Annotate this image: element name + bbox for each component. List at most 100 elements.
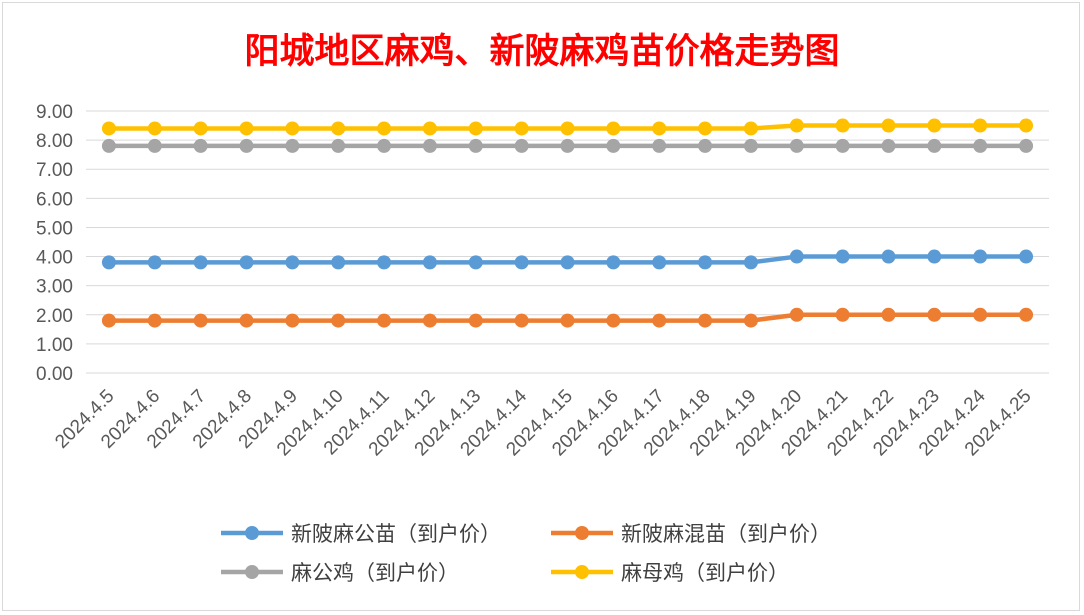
data-point: [698, 138, 713, 153]
y-tick-label: 5.00: [36, 218, 73, 239]
data-point: [514, 255, 529, 270]
data-point: [422, 121, 437, 136]
data-point: [101, 313, 116, 328]
x-axis-ticks: 2024.4.52024.4.62024.4.72024.4.82024.4.9…: [51, 385, 1035, 460]
data-point: [835, 307, 850, 322]
data-point: [1019, 118, 1034, 133]
data-point: [881, 307, 896, 322]
data-point: [1019, 249, 1034, 264]
data-point: [468, 255, 483, 270]
data-point: [743, 138, 758, 153]
data-point: [147, 313, 162, 328]
data-point: [514, 138, 529, 153]
data-point: [606, 138, 621, 153]
legend-marker: [575, 565, 589, 579]
data-point: [652, 255, 667, 270]
legend-label: 新陂麻公苗（到户价）: [291, 522, 501, 546]
data-point: [377, 138, 392, 153]
data-point: [560, 138, 575, 153]
series-3: [101, 118, 1034, 136]
data-point: [193, 121, 208, 136]
data-point: [193, 255, 208, 270]
data-point: [422, 255, 437, 270]
legend: 新陂麻公苗（到户价） 新陂麻混苗（到户价） 麻公鸡（到户价） 麻母鸡（到户价）: [221, 522, 831, 585]
data-point: [927, 249, 942, 264]
data-point: [973, 307, 988, 322]
data-point: [285, 138, 300, 153]
data-point: [698, 121, 713, 136]
data-point: [101, 255, 116, 270]
data-point: [973, 249, 988, 264]
data-point: [193, 138, 208, 153]
y-tick-label: 4.00: [36, 248, 73, 269]
data-point: [1019, 138, 1034, 153]
data-point: [973, 138, 988, 153]
data-point: [514, 313, 529, 328]
data-point: [239, 255, 254, 270]
data-point: [789, 138, 804, 153]
legend-marker: [245, 526, 259, 540]
data-point: [285, 255, 300, 270]
data-point: [147, 255, 162, 270]
data-point: [606, 121, 621, 136]
data-point: [239, 138, 254, 153]
y-tick-label: 2.00: [36, 306, 73, 327]
data-point: [514, 121, 529, 136]
legend-item[interactable]: 麻母鸡（到户价）: [551, 561, 789, 585]
y-tick-label: 9.00: [36, 102, 73, 123]
data-point: [652, 138, 667, 153]
data-point: [560, 255, 575, 270]
data-point: [927, 307, 942, 322]
data-point: [193, 313, 208, 328]
data-point: [1019, 307, 1034, 322]
data-point: [927, 118, 942, 133]
data-point: [285, 121, 300, 136]
data-point: [743, 313, 758, 328]
data-point: [468, 138, 483, 153]
y-tick-label: 7.00: [36, 160, 73, 181]
series-1: [101, 307, 1034, 328]
data-point: [789, 118, 804, 133]
data-point: [331, 313, 346, 328]
legend-item[interactable]: 麻公鸡（到户价）: [221, 561, 459, 585]
data-point: [835, 118, 850, 133]
data-point: [468, 121, 483, 136]
legend-marker: [245, 565, 259, 579]
data-point: [835, 249, 850, 264]
data-point: [652, 313, 667, 328]
data-point: [422, 313, 437, 328]
data-point: [422, 138, 437, 153]
y-tick-label: 6.00: [36, 189, 73, 210]
legend-item[interactable]: 新陂麻公苗（到户价）: [221, 522, 501, 546]
data-point: [377, 255, 392, 270]
data-point: [560, 313, 575, 328]
series-group: [101, 118, 1034, 328]
data-point: [147, 138, 162, 153]
data-point: [468, 313, 483, 328]
legend-label: 新陂麻混苗（到户价）: [621, 522, 831, 546]
data-point: [331, 255, 346, 270]
y-axis-ticks: 0.00 1.00 2.00 3.00 4.00 5.00 6.00 7.00 8.00 9.00: [36, 102, 73, 385]
legend-label: 麻公鸡（到户价）: [291, 561, 459, 585]
data-point: [377, 121, 392, 136]
data-point: [743, 121, 758, 136]
data-point: [239, 121, 254, 136]
data-point: [101, 138, 116, 153]
series-0: [101, 249, 1034, 270]
data-point: [881, 138, 896, 153]
data-point: [331, 121, 346, 136]
data-point: [927, 138, 942, 153]
data-point: [560, 121, 575, 136]
data-point: [652, 121, 667, 136]
chart-title: 阳城地区麻鸡、新陂麻鸡苗价格走势图: [244, 32, 839, 72]
data-point: [147, 121, 162, 136]
data-point: [606, 255, 621, 270]
data-point: [698, 255, 713, 270]
legend-item[interactable]: 新陂麻混苗（到户价）: [551, 522, 831, 546]
data-point: [698, 313, 713, 328]
data-point: [881, 118, 896, 133]
data-point: [606, 313, 621, 328]
y-tick-label: 3.00: [36, 277, 73, 298]
data-point: [285, 313, 300, 328]
